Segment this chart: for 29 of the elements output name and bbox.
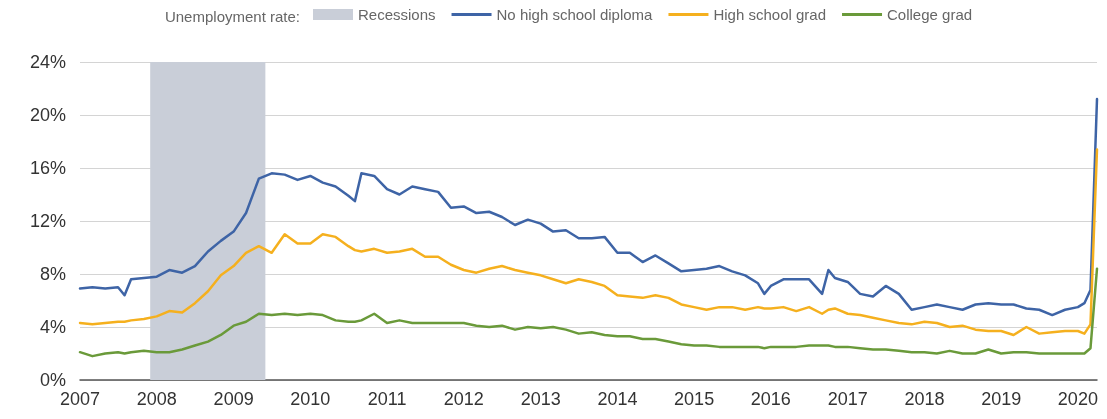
x-tick-label: 2012 [443,389,484,409]
x-tick-label: 2018 [904,389,945,409]
y-tick-label: 24% [29,52,66,72]
legend-label: Recessions [358,6,436,23]
y-tick-label: 8% [39,264,66,284]
x-tick-label: 2015 [674,389,715,409]
legend-label: High school grad [713,6,827,23]
x-tick-label: 2019 [981,389,1022,409]
y-tick-label: 0% [39,370,66,390]
x-tick-label: 2010 [290,389,331,409]
legend-label: No high school diploma [496,6,654,23]
y-tick-label: 20% [29,105,66,125]
y-tick-label: 4% [39,317,66,337]
x-tick-label: 2020 [1057,389,1098,409]
x-tick-label: 2017 [827,389,868,409]
x-tick-label: 2009 [213,389,254,409]
x-tick-label: 2016 [750,389,791,409]
legend-title: Unemployment rate: [164,8,300,25]
line-series [78,97,1099,317]
x-tick-label: 2014 [597,389,638,409]
x-tick-label: 2011 [367,389,407,409]
x-tick-label: 2007 [59,389,101,409]
y-tick-label: 12% [29,211,66,231]
y-tick-label: 16% [29,158,66,178]
x-tick-label: 2008 [136,389,177,409]
line-series [78,267,1099,358]
line-series [78,148,1099,337]
x-tick-label: 2013 [520,389,561,409]
legend-label: College grad [887,6,973,23]
